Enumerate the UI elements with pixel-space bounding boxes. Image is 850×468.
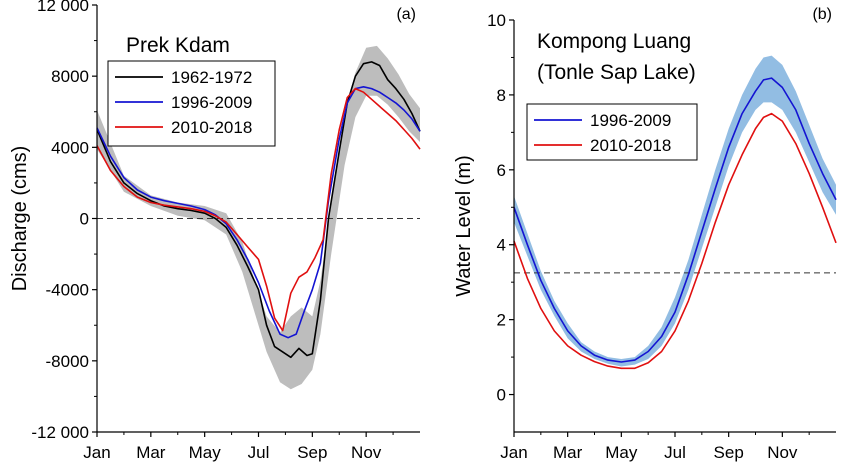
x-tick-label: Mar (553, 443, 583, 462)
series-line-2010-2018 (513, 112, 837, 370)
y-tick-label: 10 (487, 11, 506, 30)
legend-label: 2010-2018 (171, 118, 252, 137)
chart-title: (Tonle Sap Lake) (537, 61, 696, 84)
y-axis-title: Discharge (cms) (9, 146, 31, 292)
x-tick-label: May (605, 443, 638, 462)
legend-box (107, 60, 276, 147)
panel-label: (b) (812, 6, 832, 23)
chart-title: Prek Kdam (126, 34, 230, 57)
legend-box (526, 103, 698, 161)
series-line-1996-2009 (96, 86, 421, 339)
legend-label: 1996-2009 (171, 93, 252, 112)
series-line-2010-2018 (96, 87, 421, 332)
x-tick-label: Mar (136, 443, 166, 462)
y-tick-label: 6 (497, 161, 506, 180)
x-tick-label: Jul (664, 443, 686, 462)
legend-label: 2010-2018 (590, 136, 671, 155)
series-line-1996-2009 (513, 77, 837, 363)
legend-label: 1962-1972 (171, 68, 252, 87)
y-tick-label: -4000 (46, 281, 89, 300)
x-tick-label: Jan (83, 443, 110, 462)
x-tick-label: Jan (500, 443, 527, 462)
y-tick-label: 8000 (51, 67, 89, 86)
x-tick-label: Sep (714, 443, 744, 462)
panel-b-water-level-chart: 0 2 4 6 8 10 Jan Mar May Jul Sep Nov Water Level (m)… (453, 6, 837, 462)
y-tick-label: 12 000 (37, 0, 89, 15)
legend-label: 1996-2009 (590, 111, 671, 130)
series-line-1962-1972 (96, 61, 421, 359)
x-tick-label: May (189, 443, 222, 462)
y-tick-label: 2 (497, 311, 506, 330)
y-tick-label: 0 (80, 210, 89, 229)
chart-title: Kompong Luang (537, 30, 691, 53)
y-axis-title: Water Level (m) (453, 155, 475, 297)
y-tick-label: -8000 (46, 352, 89, 371)
x-tick-label: Jul (248, 443, 270, 462)
y-tick-label: -12 000 (31, 423, 89, 442)
panel-a-discharge-chart: -12 000 -8000 -4000 0 4000 8000 12 000 Jan Mar Ma… (9, 0, 421, 462)
y-tick-label: 0 (497, 386, 506, 405)
y-tick-label: 4000 (51, 138, 89, 157)
y-tick-label: 8 (497, 86, 506, 105)
variability-band (514, 55, 836, 367)
x-tick-label: Nov (351, 443, 382, 462)
x-tick-label: Nov (767, 443, 798, 462)
panel-label: (a) (396, 6, 416, 23)
y-tick-label: 4 (497, 236, 506, 255)
x-tick-label: Sep (297, 443, 327, 462)
